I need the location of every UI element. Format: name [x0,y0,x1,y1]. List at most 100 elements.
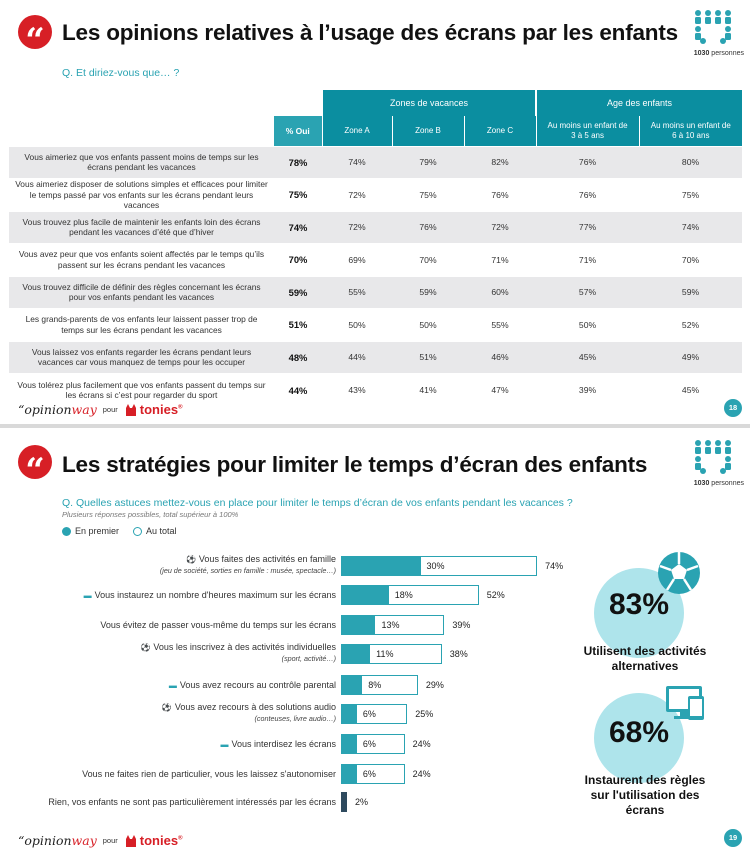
opinionway-logo: “opinionway [18,402,97,417]
table-cell: 76% [536,178,640,211]
table-cell: 43% [322,373,392,406]
table-cell: 72% [322,210,392,244]
table-cell: 49% [639,340,743,374]
screen-icon: ▬ [168,681,177,690]
page-title: Les stratégies pour limiter le temps d’é… [62,452,648,477]
row-total: 59% [274,275,322,309]
bar-first-value: 18% [394,590,413,600]
bar-category-label: Vous ne faites rien de particulier, vous… [82,769,336,780]
bar-category-label: ⚽ Vous avez recours à des solutions audio… [162,702,336,724]
table-cell: 69% [322,243,392,276]
group-header-ages: Age des enfants [535,90,743,116]
column-header: Zone C [463,116,537,146]
table-row: Vous trouvez plus facile de maintenir le… [9,210,743,244]
table-cell: 59% [392,275,464,309]
bar-category-label: ▬ Vous avez recours au contrôle parental [169,680,336,692]
table-cell: 51% [392,340,464,374]
slide-18: “ Les opinions relatives à l’usage des é… [0,0,750,424]
table-cell: 41% [392,373,464,406]
table-cell: 47% [464,373,537,406]
screens-icon [666,686,704,720]
bar-category-label: ▬ Vous instaurez un nombre d'heures maxim… [84,590,336,602]
column-header: Zone A [321,116,392,146]
column-header: Zone B [391,116,464,146]
group-header-zones: Zones de vacances [320,90,537,116]
table-cell: 44% [322,340,392,374]
table-row: Vous tolérez plus facilement que vos enf… [9,373,743,406]
highlight-value: 83% [608,588,670,621]
page-number: 19 [724,829,742,847]
table-row: Vous aimeriez disposer de solutions simp… [9,178,743,211]
opinions-table: Zones de vacances Age des enfants % Oui … [9,90,743,406]
bar-category-text: Rien, vos enfants ne sont pas particuliè… [48,797,336,807]
row-label: Vous tolérez plus facilement que vos enf… [9,373,274,406]
pour-text: pour [102,405,118,414]
bar-total-value: 52% [486,590,505,600]
table-cell: 39% [536,373,640,406]
row-label: Vous aimeriez que vos enfants passent mo… [9,145,274,179]
bar-first-value: 30% [426,561,445,571]
table-row: Vous aimeriez que vos enfants passent mo… [9,145,743,179]
table-cell: 75% [392,178,464,211]
bar-category-detail: (jeu de société, sorties en famille : mu… [159,565,336,575]
table-cell: 45% [536,340,640,374]
column-header: Au moins un enfant de 6 à 10 ans [638,116,743,146]
table-cell: 50% [536,308,640,341]
row-total: 74% [274,210,322,244]
table-cell: 70% [639,243,743,276]
bar-first-value: 13% [381,620,400,630]
table-cell: 50% [322,308,392,341]
bar-first-value: 6% [362,709,376,719]
question-text: Q. Et diriez-vous que… ? [62,67,180,79]
bar-first-value: 8% [368,680,382,690]
row-label: Vous laissez vos enfants regarder les éc… [9,340,274,374]
table-cell: 46% [464,340,537,374]
bar-category-label: Vous évitez de passer vous-même du temps… [100,620,336,631]
multiple-answers-note: Plusieurs réponses possibles, total supé… [62,510,239,519]
chart-legend: En premier Au total [62,526,191,536]
bar-total-value: 25% [415,709,434,719]
column-header: Au moins un enfant de 3 à 5 ans [535,116,640,146]
bar-category-text: Vous instaurez un nombre d'heures maximu… [94,590,336,600]
table-cell: 71% [464,243,537,276]
table-cell: 57% [536,275,640,309]
table-cell: 79% [392,145,464,179]
bar-category-text: Vous avez recours au contrôle parental [179,680,336,690]
sample-size: 1030 personnes [693,480,744,487]
row-label: Les grands-parents de vos enfants leur l… [9,308,274,341]
table-cell: 80% [639,145,743,179]
highlight-value: 68% [608,716,670,749]
tonies-logo: tonies® [139,402,183,417]
pct-yes-header: % Oui [274,116,322,146]
row-total: 44% [274,373,322,406]
bar-category-label: Rien, vos enfants ne sont pas particuliè… [48,797,336,808]
tonies-logo: tonies® [139,833,183,848]
bar-total-value: 38% [449,649,468,659]
bar-first [341,615,376,635]
tonies-logo-icon [125,834,136,847]
bar-total-value: 74% [545,561,564,571]
ball-icon: ⚽ [161,703,172,712]
table-cell: 72% [464,210,537,244]
table-cell: 76% [464,178,537,211]
bar-category-detail: (sport, activité…) [281,653,336,663]
screen-icon: ▬ [220,740,229,749]
table-cell: 50% [392,308,464,341]
sample-size: 1030 personnes [693,50,744,57]
strategies-bar-chart: ⚽ Vous faites des activités en famille (je… [0,428,750,851]
table-row: Les grands-parents de vos enfants leur l… [9,308,743,341]
table-cell: 76% [392,210,464,244]
table-cell: 55% [464,308,537,341]
table-cell: 74% [639,210,743,244]
row-label: Vous avez peur que vos enfants soient af… [9,243,274,276]
screen-icon: ▬ [83,591,92,600]
legend-swatch-first [62,526,71,536]
table-cell: 60% [464,275,537,309]
question-text: Q. Quelles astuces mettez-vous en place … [62,497,573,509]
bar-total-value: 24% [412,769,431,779]
table-cell: 70% [392,243,464,276]
bar-category-detail: (conteuses, livre audio…) [254,713,337,723]
bar-category-text: Vous faites des activités en famille [198,554,336,564]
ball-icon: ⚽ [185,555,196,564]
bar-total-value: 39% [452,620,471,630]
